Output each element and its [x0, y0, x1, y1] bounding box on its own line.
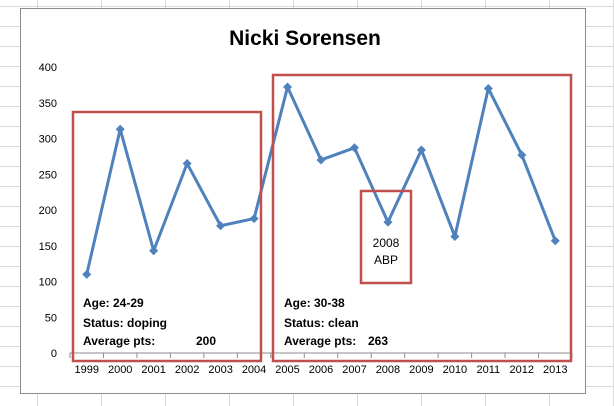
y-tick-label: 0: [51, 348, 57, 360]
abp-box: [359, 189, 413, 285]
y-tick-label: 50: [45, 312, 57, 324]
abp-year: 2008: [373, 236, 400, 250]
x-tick-label: 1999: [74, 364, 98, 376]
y-tick-label: 150: [39, 241, 57, 253]
period1-avg-value: 200: [196, 334, 216, 348]
period1-avg-label: Average pts:: [83, 334, 155, 348]
x-tick-label: 2008: [376, 364, 400, 376]
chart-title: Nicki Sorensen: [229, 27, 381, 50]
period2-annotation: Age: 30-38 Status: clean Average pts: 26…: [284, 296, 388, 348]
x-tick-label: 2003: [208, 364, 232, 376]
chart-area[interactable]: [20, 8, 586, 394]
period1-age: Age: 24-29: [83, 296, 144, 310]
period2-age: Age: 30-38: [284, 296, 345, 310]
abp-text: ABP: [374, 253, 398, 267]
y-tick-label: 100: [39, 277, 57, 289]
period2-avg-label: Average pts:: [284, 334, 356, 348]
y-tick-label: 400: [39, 62, 57, 74]
period1-status: Status: doping: [83, 316, 167, 330]
y-tick-label: 350: [39, 98, 57, 110]
x-tick-label: 2012: [510, 364, 534, 376]
abp-annotation: 2008 ABP: [373, 236, 400, 267]
x-tick-label: 2005: [275, 364, 299, 376]
x-tick-label: 2010: [443, 364, 467, 376]
data-point-marker: [115, 124, 125, 134]
data-point-marker: [82, 269, 92, 279]
data-point-marker: [416, 145, 426, 155]
x-tick-label: 2011: [477, 364, 501, 376]
data-point-marker: [316, 155, 326, 165]
period2-status: Status: clean: [284, 316, 359, 330]
data-point-marker: [149, 246, 159, 256]
data-point-marker: [517, 150, 527, 160]
y-tick-label: 300: [39, 134, 57, 146]
data-point-marker: [349, 143, 359, 153]
period2-box: [271, 73, 573, 363]
data-point-marker: [450, 231, 460, 241]
y-tick-label: 200: [39, 205, 57, 217]
x-axis-ticks: 1999 2000 2001 2002 2003 2004 2005 2006 2007 2008…: [69, 353, 573, 376]
data-point-marker: [483, 83, 493, 93]
data-point-marker: [249, 214, 259, 224]
period1-box: [71, 110, 263, 363]
data-point-marker: [550, 236, 560, 246]
series-layer: [82, 82, 560, 279]
x-tick-label: 2001: [141, 364, 165, 376]
x-tick-label: 2000: [108, 364, 132, 376]
x-tick-label: 2006: [309, 364, 333, 376]
x-tick-label: 2009: [409, 364, 433, 376]
data-point-marker: [383, 217, 393, 227]
x-tick-label: 2013: [543, 364, 567, 376]
annotation-boxes: [71, 73, 573, 363]
x-tick-label: 2004: [242, 364, 266, 376]
data-point-marker: [216, 221, 226, 231]
x-tick-label: 2007: [342, 364, 366, 376]
data-point-marker: [283, 82, 293, 92]
y-axis-ticks: 0 50 100 150 200 250 300 350 400: [39, 62, 57, 360]
data-point-marker: [182, 159, 192, 169]
series-line: [85, 85, 557, 275]
x-tick-label: 2002: [175, 364, 199, 376]
period1-annotation: Age: 24-29 Status: doping Average pts: 2…: [83, 296, 216, 348]
period2-avg-value: 263: [368, 334, 388, 348]
y-tick-label: 250: [39, 169, 57, 181]
